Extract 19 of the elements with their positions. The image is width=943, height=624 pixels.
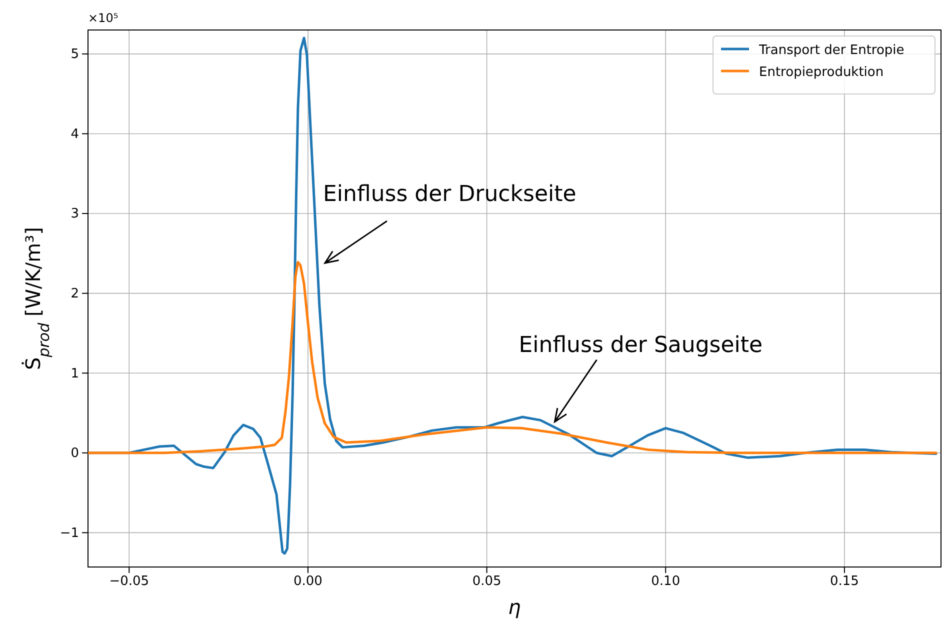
legend-label: Transport der Entropie — [758, 43, 904, 58]
x-axis-title: η — [508, 595, 522, 619]
y-tick-label: −1 — [60, 526, 79, 541]
y-tick-label: 4 — [70, 126, 79, 142]
x-tick-label: 0.15 — [830, 574, 859, 590]
x-tick-label: −0.05 — [109, 574, 150, 590]
y-tick-label: 3 — [70, 206, 79, 222]
y-tick-label: 5 — [70, 47, 79, 62]
annotation: Einfluss der Druckseite — [323, 182, 576, 207]
y-tick-label: 1 — [70, 366, 79, 382]
text: ×10⁵ — [88, 11, 118, 25]
y-tick-label: 0 — [70, 446, 79, 462]
x-tick-label: 0.10 — [651, 574, 680, 590]
y-tick-label: 2 — [70, 286, 79, 302]
legend-label: Entropieproduktion — [759, 65, 884, 80]
annotation: Einfluss der Saugseite — [518, 332, 763, 358]
x-tick-label: 0.00 — [293, 574, 322, 590]
x-tick-label: 0.05 — [472, 574, 502, 590]
line-series — [88, 260, 938, 454]
